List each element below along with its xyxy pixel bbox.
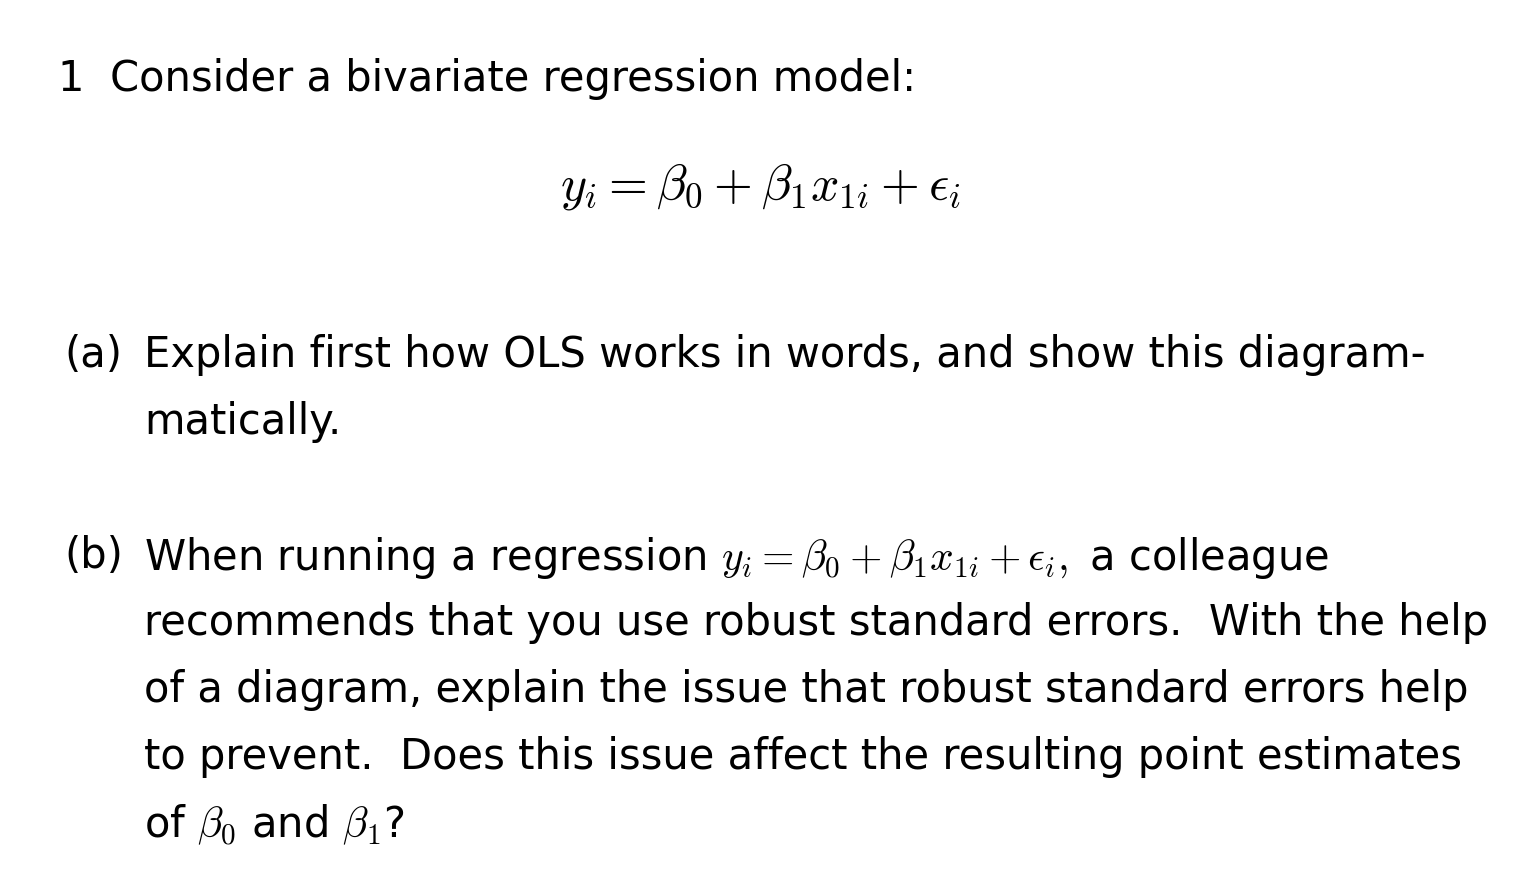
Text: Consider a bivariate regression model:: Consider a bivariate regression model: [110, 58, 916, 100]
Text: Explain first how OLS works in words, and show this diagram-: Explain first how OLS works in words, an… [144, 334, 1427, 376]
Text: 1: 1 [58, 58, 84, 100]
Text: of a diagram, explain the issue that robust standard errors help: of a diagram, explain the issue that rob… [144, 669, 1469, 711]
Text: recommends that you use robust standard errors.  With the help: recommends that you use robust standard … [144, 602, 1489, 644]
Text: $y_i = \beta_0 + \beta_1 x_{1i} + \epsilon_i$: $y_i = \beta_0 + \beta_1 x_{1i} + \epsil… [560, 161, 961, 211]
Text: (a): (a) [64, 334, 122, 376]
Text: to prevent.  Does this issue affect the resulting point estimates: to prevent. Does this issue affect the r… [144, 736, 1463, 778]
Text: matically.: matically. [144, 401, 342, 443]
Text: (b): (b) [64, 535, 123, 577]
Text: of $\beta_0$ and $\beta_1$?: of $\beta_0$ and $\beta_1$? [144, 803, 405, 847]
Text: When running a regression $y_i = \beta_0 + \beta_1 x_{1i} + \epsilon_i,$ a colle: When running a regression $y_i = \beta_0… [144, 535, 1329, 582]
